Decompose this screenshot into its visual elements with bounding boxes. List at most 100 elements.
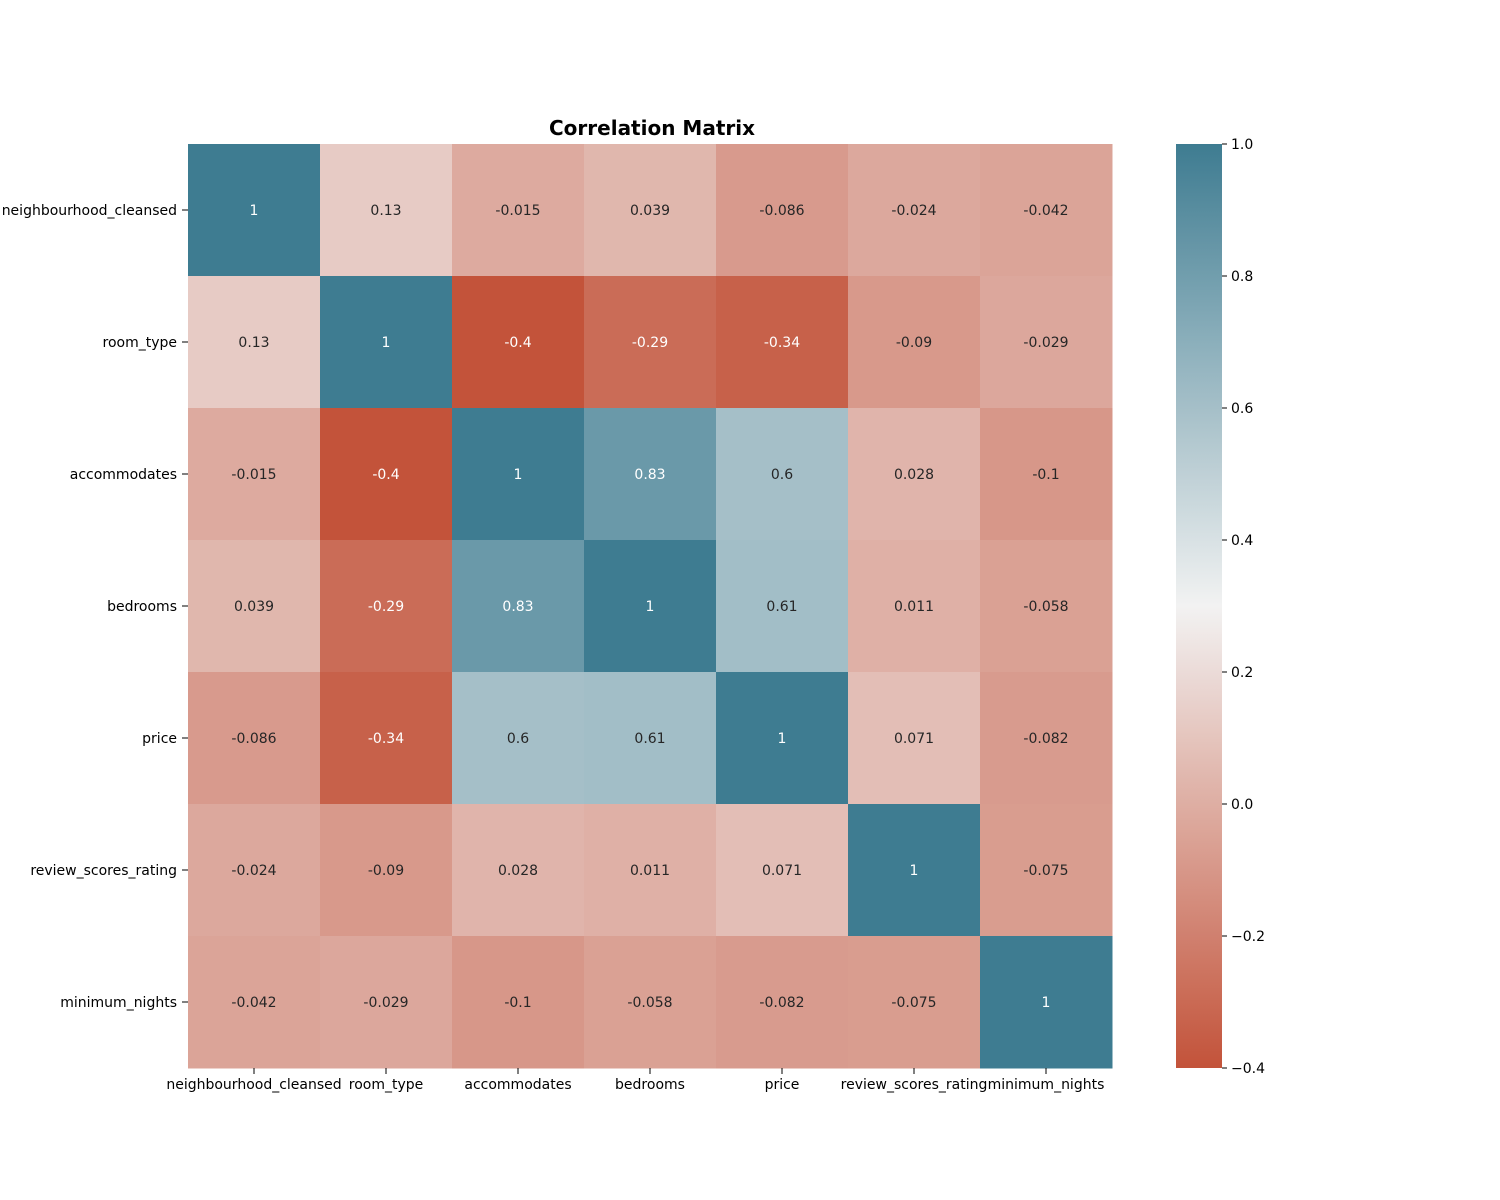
y-tick-label: price bbox=[142, 731, 177, 747]
heatmap-cell bbox=[320, 276, 453, 409]
cell-annotation: 0.13 bbox=[370, 203, 401, 219]
heatmap-cell bbox=[188, 276, 321, 409]
cell-annotation: -0.029 bbox=[1023, 335, 1068, 351]
heatmap-cell bbox=[848, 672, 981, 805]
colorbar-tick-label: 0.0 bbox=[1231, 797, 1253, 813]
cell-annotation: 0.6 bbox=[771, 467, 793, 483]
cell-annotation: 0.83 bbox=[634, 467, 665, 483]
heatmap-cell bbox=[188, 408, 321, 541]
cell-annotation: -0.075 bbox=[1023, 863, 1068, 879]
heatmap-cell bbox=[584, 672, 717, 805]
y-tick-label: minimum_nights bbox=[60, 995, 177, 1011]
heatmap-cell bbox=[452, 936, 585, 1069]
cell-annotation: 1 bbox=[382, 335, 391, 351]
heatmap-cell bbox=[980, 672, 1113, 805]
x-axis: neighbourhood_cleansed room_type accommoda… bbox=[166, 1068, 1104, 1093]
cell-annotation: -0.042 bbox=[231, 995, 276, 1011]
colorbar-tick-label: 0.2 bbox=[1231, 665, 1253, 681]
heatmap-cell bbox=[452, 144, 585, 277]
cell-annotation: -0.058 bbox=[1023, 599, 1068, 615]
cell-annotation: 1 bbox=[646, 599, 655, 615]
heatmap-cell bbox=[716, 408, 849, 541]
y-tick-label: review_scores_rating bbox=[30, 863, 177, 879]
cell-annotation: 0.61 bbox=[766, 599, 797, 615]
heatmap-cell bbox=[584, 144, 717, 277]
heatmap-cell bbox=[188, 540, 321, 673]
cell-annotation: -0.29 bbox=[368, 599, 404, 615]
colorbar-tick-label: 0.6 bbox=[1231, 401, 1253, 417]
heatmap-cell bbox=[452, 804, 585, 937]
y-tick-label: neighbourhood_cleansed bbox=[2, 203, 177, 219]
heatmap-cell bbox=[980, 804, 1113, 937]
cell-annotation: 0.011 bbox=[630, 863, 670, 879]
x-tick-label: accommodates bbox=[464, 1077, 571, 1093]
x-tick-label: bedrooms bbox=[615, 1077, 685, 1093]
cell-annotation: -0.34 bbox=[764, 335, 800, 351]
cell-annotation: -0.082 bbox=[1023, 731, 1068, 747]
x-tick-label: price bbox=[765, 1077, 800, 1093]
heatmap-cell bbox=[980, 144, 1113, 277]
heatmap-cell bbox=[716, 672, 849, 805]
cell-annotation: -0.029 bbox=[363, 995, 408, 1011]
cell-annotation: 1 bbox=[778, 731, 787, 747]
heatmap-cell bbox=[452, 540, 585, 673]
colorbar-tick-label: 1.0 bbox=[1231, 137, 1253, 153]
colorbar-tick-label: −0.4 bbox=[1231, 1061, 1265, 1077]
heatmap-cell bbox=[452, 276, 585, 409]
cell-annotation: -0.015 bbox=[231, 467, 276, 483]
heatmap-cell bbox=[848, 408, 981, 541]
cell-annotation: 1 bbox=[514, 467, 523, 483]
heatmap-cell bbox=[584, 408, 717, 541]
cell-annotation: 0.039 bbox=[234, 599, 274, 615]
heatmap-cell bbox=[452, 408, 585, 541]
cell-annotation: 0.13 bbox=[238, 335, 269, 351]
cell-annotation: 0.071 bbox=[762, 863, 802, 879]
colorbar: −0.4 −0.2 0.0 0.2 0.4 0.6 0.8 1.0 bbox=[1176, 137, 1265, 1077]
x-tick-label: minimum_nights bbox=[988, 1077, 1105, 1093]
heatmap-cell bbox=[584, 936, 717, 1069]
cell-annotation: -0.024 bbox=[231, 863, 276, 879]
heatmap-cell bbox=[716, 276, 849, 409]
heatmap-cell bbox=[848, 540, 981, 673]
colorbar-tick-label: 0.4 bbox=[1231, 533, 1253, 549]
heatmap-cell bbox=[320, 804, 453, 937]
cell-annotation: 0.6 bbox=[507, 731, 529, 747]
cell-annotation: 0.028 bbox=[894, 467, 934, 483]
cell-annotation: -0.4 bbox=[372, 467, 399, 483]
cell-annotation: 0.039 bbox=[630, 203, 670, 219]
cell-annotation: 0.011 bbox=[894, 599, 934, 615]
heatmap-cell bbox=[320, 408, 453, 541]
cell-annotation: 1 bbox=[1042, 995, 1051, 1011]
colorbar-tick-label: 0.8 bbox=[1231, 269, 1253, 285]
cell-annotation: 0.83 bbox=[502, 599, 533, 615]
heatmap-cell bbox=[584, 804, 717, 937]
heatmap-cell bbox=[188, 144, 321, 277]
cell-annotation: 0.028 bbox=[498, 863, 538, 879]
colorbar-tick-label: −0.2 bbox=[1231, 929, 1265, 945]
y-axis: neighbourhood_cleansed room_type accommoda… bbox=[2, 203, 188, 1011]
heatmap-cell bbox=[320, 936, 453, 1069]
cell-annotation: -0.015 bbox=[495, 203, 540, 219]
cell-annotation: -0.024 bbox=[891, 203, 936, 219]
heatmap-cell bbox=[584, 276, 717, 409]
x-tick-label: room_type bbox=[349, 1077, 424, 1093]
heatmap-cell bbox=[716, 540, 849, 673]
heatmap-cell bbox=[980, 540, 1113, 673]
cell-annotation: -0.34 bbox=[368, 731, 404, 747]
heatmap-cell bbox=[452, 672, 585, 805]
cell-annotation: -0.086 bbox=[231, 731, 276, 747]
heatmap-cell bbox=[716, 804, 849, 937]
cell-annotation: -0.09 bbox=[368, 863, 404, 879]
cell-annotation: -0.075 bbox=[891, 995, 936, 1011]
heatmap-cell bbox=[584, 540, 717, 673]
heatmap-cell bbox=[188, 672, 321, 805]
heatmap-cell bbox=[848, 936, 981, 1069]
cell-annotation: -0.09 bbox=[896, 335, 932, 351]
cell-annotation: 0.071 bbox=[894, 731, 934, 747]
cell-annotation: 1 bbox=[910, 863, 919, 879]
cell-annotation: -0.058 bbox=[627, 995, 672, 1011]
heatmap-cell bbox=[188, 936, 321, 1069]
heatmap-cell bbox=[848, 804, 981, 937]
cell-annotation: -0.042 bbox=[1023, 203, 1068, 219]
